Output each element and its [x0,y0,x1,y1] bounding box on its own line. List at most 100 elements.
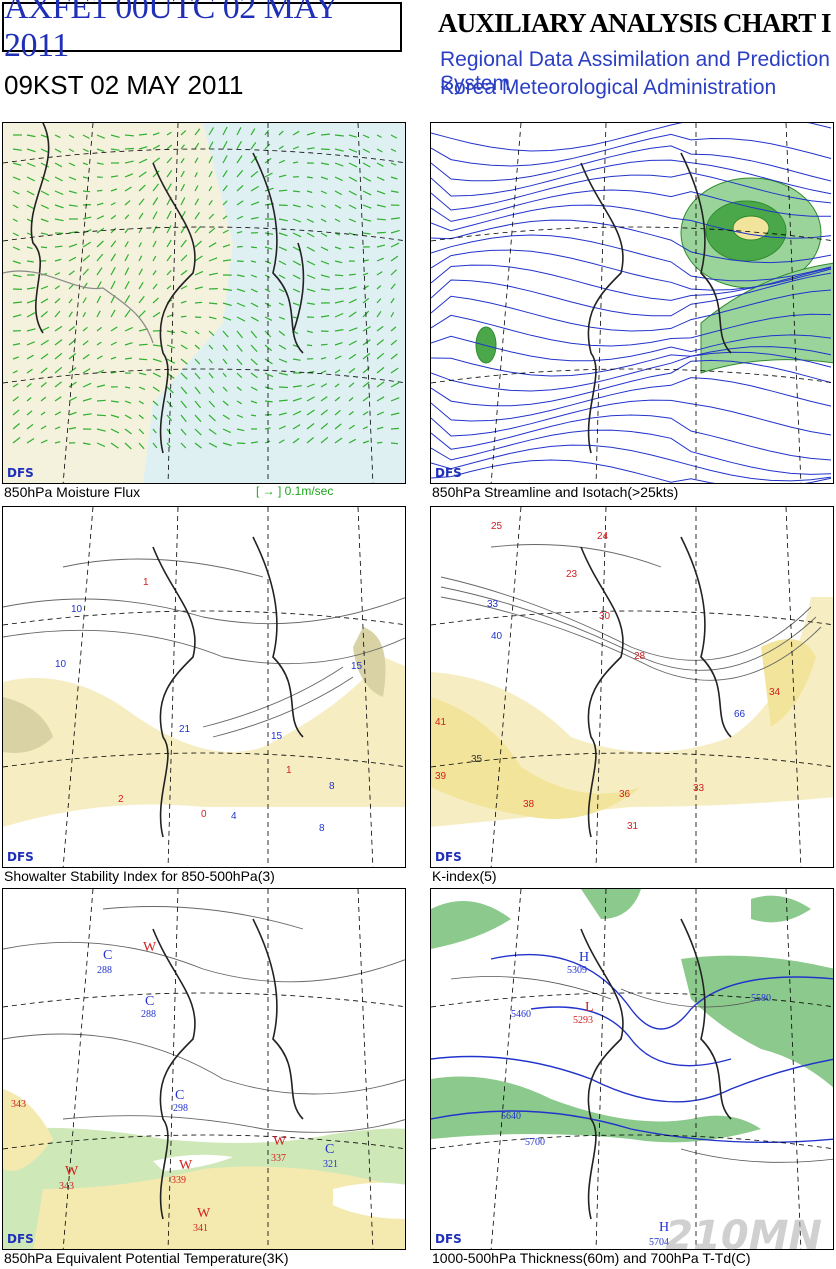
flux-arrow [278,412,287,416]
flux-arrow [208,213,215,220]
flux-arrow [376,285,382,290]
flux-arrow [96,326,102,332]
flux-arrow [278,274,286,279]
flux-arrow [194,185,199,192]
flux-arrow [138,268,143,276]
chart-title: AUXILIARY ANALYSIS CHART I [438,8,831,38]
flux-arrow [278,425,286,430]
flux-arrow [68,411,77,416]
flux-arrow [124,214,130,220]
flux-arrow [40,396,47,402]
dfs-logo-6: DFS [435,1232,462,1246]
flux-arrow [292,161,299,164]
flux-arrow [250,414,257,417]
flux-arrow [166,144,173,150]
streamline [431,399,832,437]
flux-arrow [138,400,144,405]
theta-e-value: 321 [323,1159,338,1170]
flux-arrow [376,176,385,181]
flux-arrow [348,438,356,444]
flux-arrow [348,273,356,276]
flux-arrow [26,176,36,182]
flux-arrow [194,270,204,276]
flux-arrow [194,344,200,350]
flux-arrow [264,143,271,150]
flux-legend: [ → ] 0.1m/sec [256,484,334,498]
kindex-label: 41 [435,717,447,728]
flux-arrow [26,312,36,318]
flux-arrow [334,148,344,152]
flux-arrow [180,300,187,304]
flux-arrow [376,231,386,234]
flux-arrow [54,339,63,346]
flux-arrow [208,272,218,276]
flux-arrow [152,372,161,378]
flux-arrow [194,372,201,380]
flux-arrow [362,440,370,444]
flux-arrow [82,326,88,332]
streamline [431,272,832,317]
flux-arrow [166,344,176,349]
local-time: 09KST 02 MAY 2011 [4,70,244,100]
flux-arrow [26,246,33,250]
flux-arrow [54,190,64,196]
flux-arrow [152,283,158,290]
watermark-logo: 210MN [665,1213,822,1259]
flux-arrow [26,299,36,304]
flux-arrow [110,309,116,318]
flux-arrow [264,316,273,321]
flux-arrow [40,232,48,236]
flux-arrow [236,400,243,405]
flux-arrow [96,310,101,318]
flux-arrow [320,162,330,166]
flux-arrow [320,409,328,416]
flux-arrow [278,439,285,444]
flux-arrow [222,155,228,164]
kindex-label: 66 [734,709,746,720]
flux-arrow [348,286,357,290]
flux-arrow [376,298,382,304]
flux-arrow [222,400,229,406]
flux-arrow [166,442,171,448]
flux-arrow [152,225,158,234]
flux-arrow [96,148,105,152]
kindex-label: 25 [491,521,503,532]
flux-arrow [82,216,92,220]
flux-arrow [208,414,216,422]
flux-arrow [390,326,397,332]
flux-arrow [124,414,132,420]
flux-arrow [250,400,258,404]
flux-arrow [166,210,172,220]
flux-arrow [334,342,343,346]
flux-arrow [180,358,188,365]
flux-arrow [166,358,176,364]
flux-arrow [68,204,78,207]
flux-arrow [194,386,201,395]
dfs-logo-4: DFS [435,850,462,864]
flux-arrow [138,442,145,450]
flux-arrow [138,212,144,220]
kindex-label: 31 [627,821,639,832]
flux-arrow [222,185,228,192]
flux-arrow [194,172,198,178]
flux-arrow [138,198,145,206]
flux-arrow [250,260,257,263]
streamline [431,123,832,152]
low-center-label: L [585,1000,594,1015]
flux-arrow [320,422,329,430]
flux-arrow [390,269,398,276]
flux-arrow [320,148,330,151]
flux-arrow [124,147,135,150]
flux-arrow [236,302,246,308]
flux-arrow [390,176,398,180]
streamline [431,444,832,482]
flux-arrow [166,239,172,248]
flux-arrow [208,227,216,234]
kindex-label: 33 [693,783,705,794]
flux-arrow [194,211,200,220]
flux-arrow [334,287,344,290]
flux-arrow [124,342,133,346]
thickness-value: 5580 [751,993,771,1004]
flux-arrow [390,312,395,318]
flux-arrow [222,302,232,307]
